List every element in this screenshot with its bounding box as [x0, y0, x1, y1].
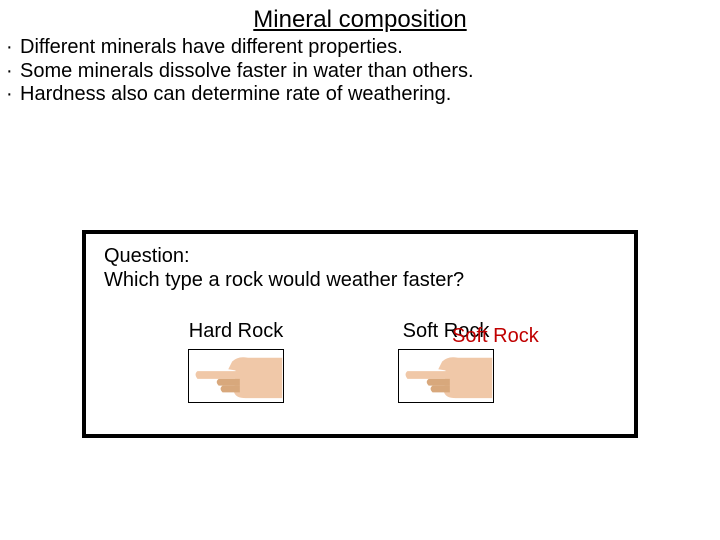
options-row: Hard Rock Soft Rock — [86, 320, 634, 440]
bullet-item: · Hardness also can determine rate of we… — [6, 83, 720, 107]
page-title: Mineral composition — [0, 0, 720, 34]
answer-text: Soft Rock — [452, 325, 539, 348]
pointing-hand-icon — [398, 349, 494, 403]
bullet-list: · Different minerals have different prop… — [6, 36, 720, 107]
question-prompt: Question: Which type a rock would weathe… — [104, 244, 634, 292]
option-label: Hard Rock — [156, 320, 316, 343]
bullet-text: Hardness also can determine rate of weat… — [20, 83, 720, 107]
bullet-marker-icon: · — [6, 36, 20, 60]
bullet-marker-icon: · — [6, 83, 20, 107]
bullet-item: · Some minerals dissolve faster in water… — [6, 60, 720, 84]
bullet-text: Some minerals dissolve faster in water t… — [20, 60, 720, 84]
pointing-hand-icon — [188, 349, 284, 403]
option-hard-rock[interactable]: Hard Rock — [156, 320, 316, 403]
question-line: Question: — [104, 244, 634, 268]
bullet-marker-icon: · — [6, 60, 20, 84]
question-line: Which type a rock would weather faster? — [104, 268, 634, 292]
bullet-item: · Different minerals have different prop… — [6, 36, 720, 60]
bullet-text: Different minerals have different proper… — [20, 36, 720, 60]
question-box: Question: Which type a rock would weathe… — [82, 230, 638, 438]
